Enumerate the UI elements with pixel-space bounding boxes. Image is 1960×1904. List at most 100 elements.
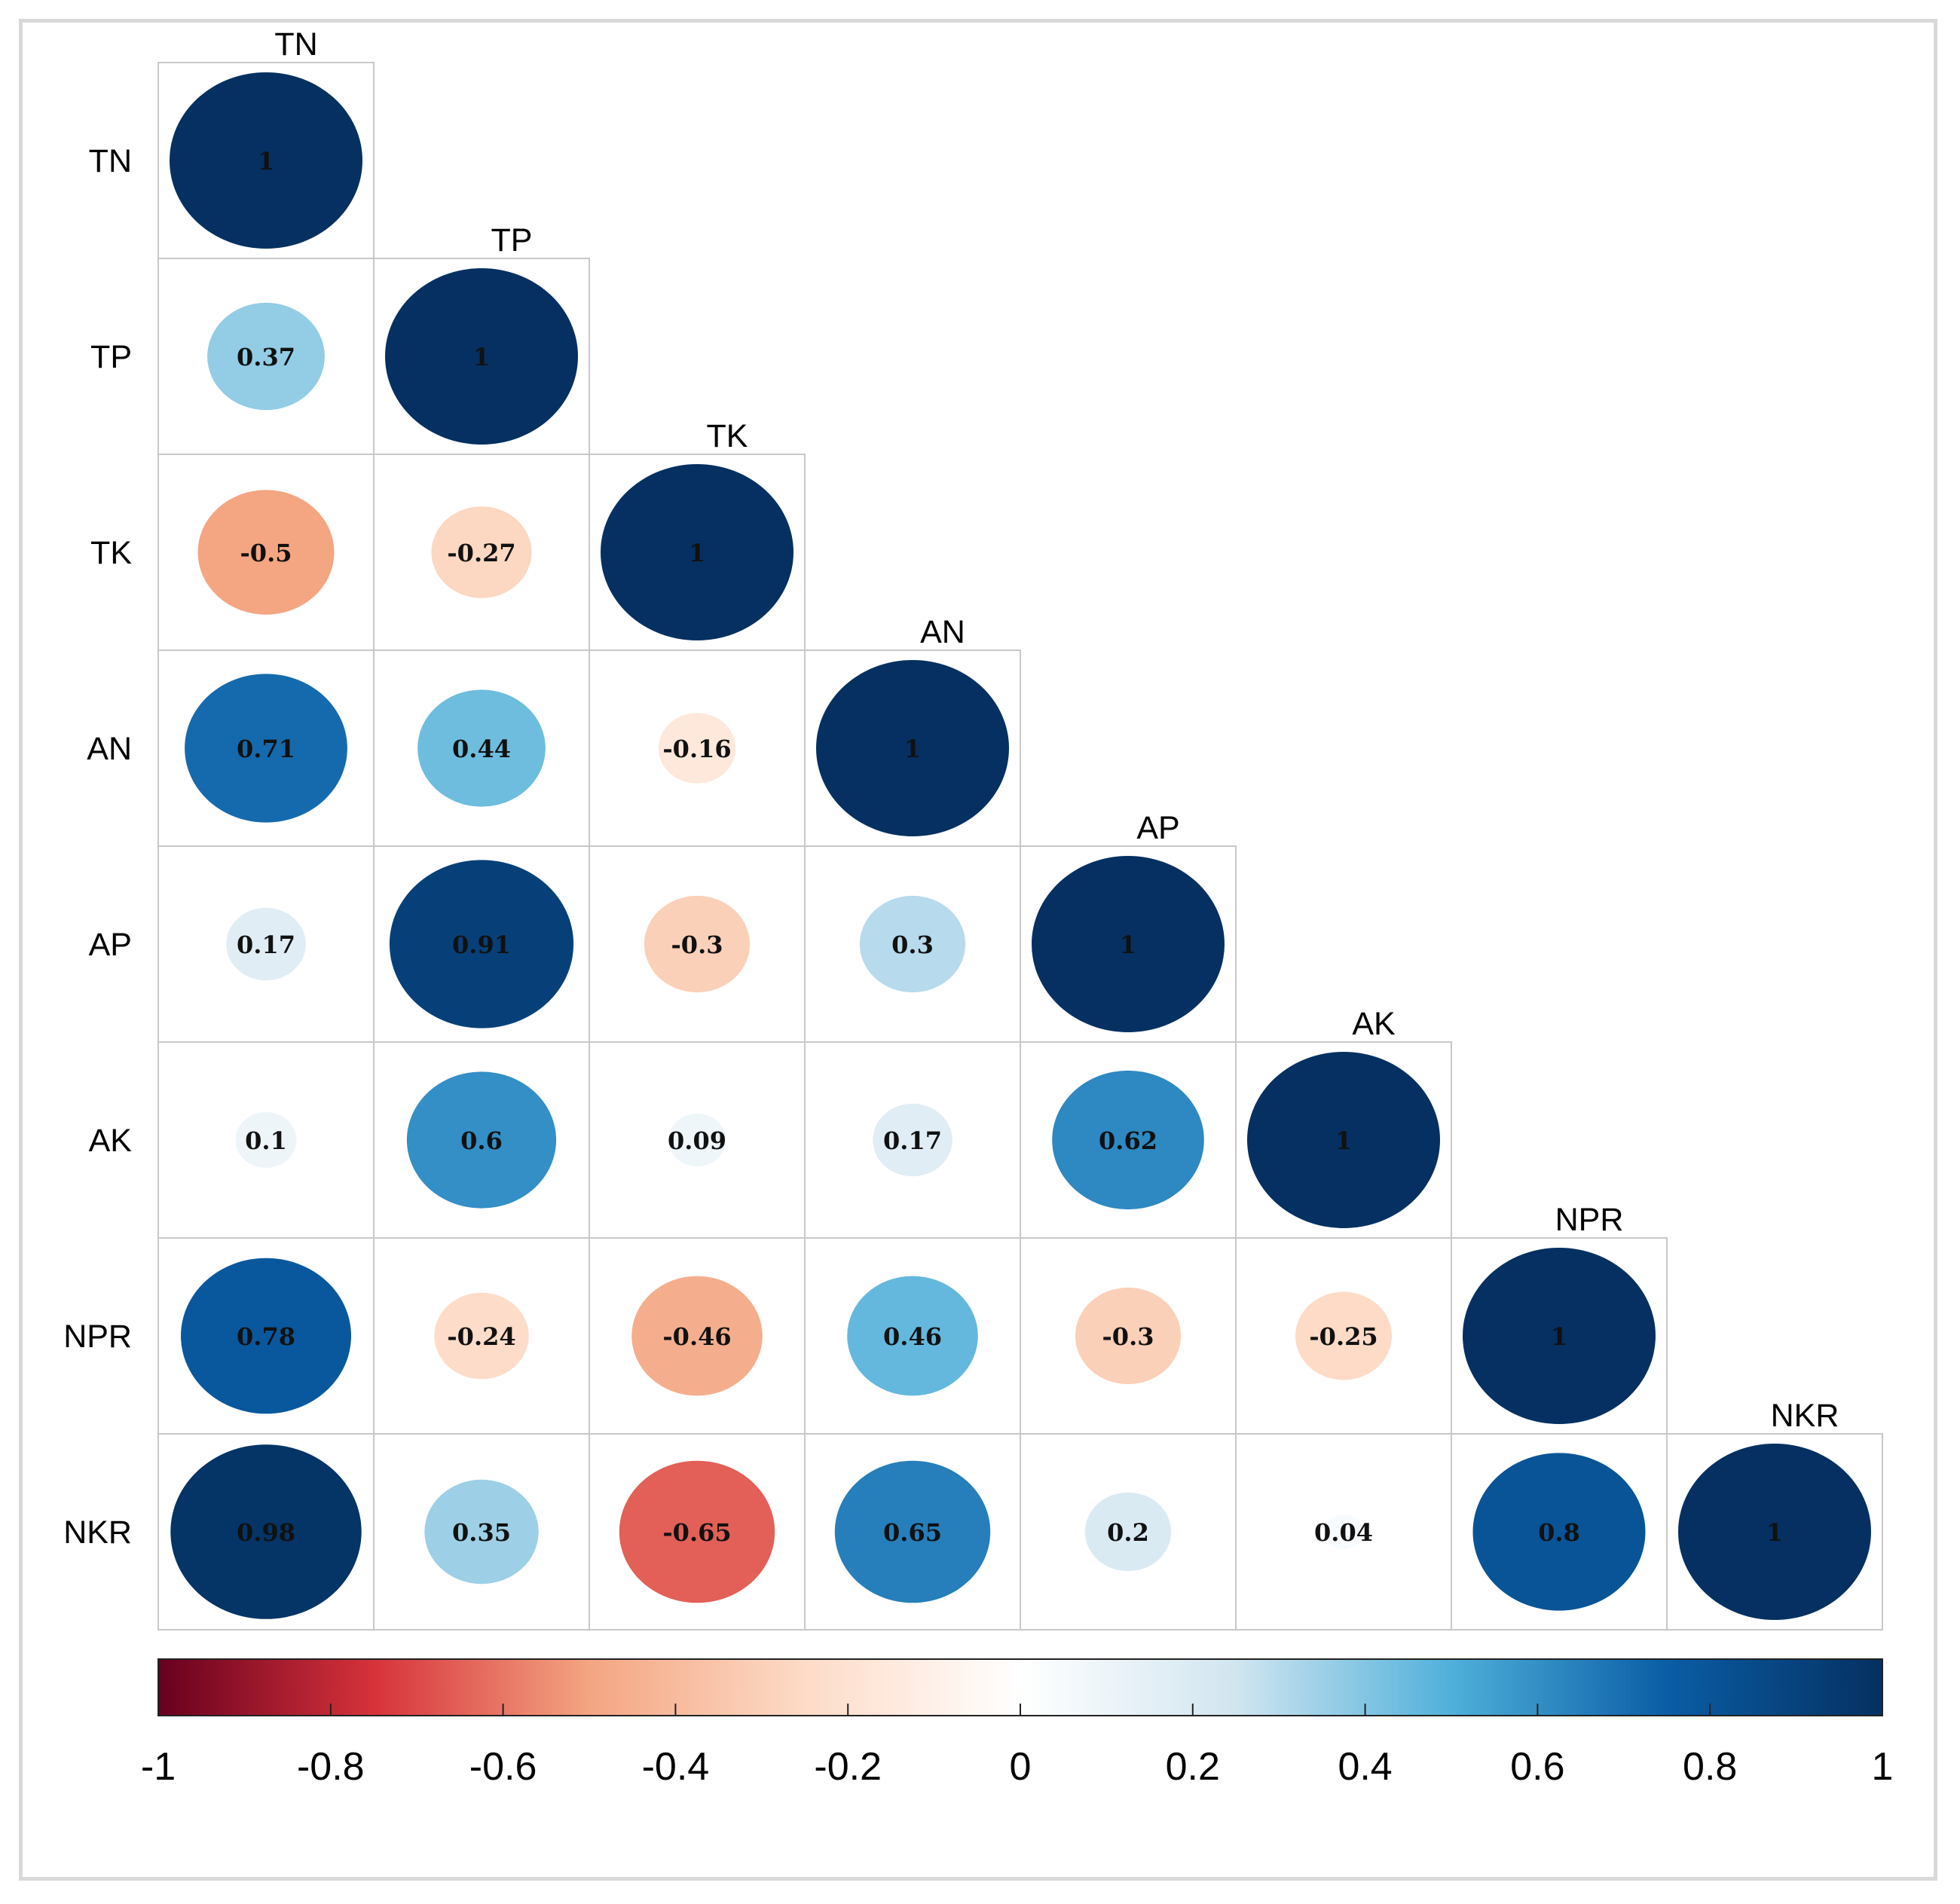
correlation-value: -0.27 — [447, 539, 515, 567]
correlation-value: -0.46 — [662, 1322, 731, 1351]
row-label: TN — [89, 143, 132, 179]
correlation-circle — [406, 1071, 557, 1209]
column-label: TK — [707, 418, 748, 454]
row-label: AN — [87, 731, 132, 767]
correlation-circle — [424, 1479, 539, 1585]
correlation-circle — [601, 464, 793, 640]
correlation-circle — [389, 860, 574, 1028]
correlation-circle — [1472, 1453, 1646, 1611]
correlation-value: 0.17 — [883, 1126, 942, 1155]
correlation-circle — [1678, 1444, 1871, 1620]
correlation-circle — [434, 1292, 529, 1380]
correlation-circle — [197, 490, 335, 615]
correlation-circle — [658, 713, 736, 784]
correlation-circle — [235, 1112, 297, 1168]
row-label: NKR — [63, 1514, 132, 1551]
correlation-circle — [847, 1276, 978, 1396]
correlation-circle — [1075, 1287, 1182, 1385]
colorbar-tick-label: -0.6 — [469, 1745, 537, 1789]
colorbar-tick-label: 0.6 — [1510, 1745, 1564, 1789]
correlation-value: 0.65 — [883, 1518, 942, 1547]
correlation-value: 0.1 — [245, 1126, 287, 1155]
colorbar-tick-label: -0.2 — [814, 1745, 882, 1789]
correlation-value: 1 — [1120, 931, 1136, 959]
colorbar-tick-label: 0 — [1010, 1745, 1032, 1789]
correlation-value: -0.25 — [1309, 1322, 1378, 1351]
correlation-value: 0.98 — [237, 1518, 295, 1547]
colorbar — [157, 1658, 1883, 1716]
correlation-value: 0.3 — [891, 931, 934, 959]
correlation-value: 0.2 — [1107, 1518, 1149, 1547]
colorbar-tick-label: -0.8 — [297, 1745, 365, 1789]
correlation-circle — [170, 72, 362, 249]
correlation-value: -0.5 — [240, 539, 292, 567]
correlation-value: -0.3 — [671, 931, 723, 959]
correlation-value: 0.35 — [452, 1518, 511, 1547]
correlation-value: 1 — [689, 539, 705, 567]
correlation-value: 0.91 — [452, 931, 511, 959]
correlation-circle — [1463, 1248, 1656, 1424]
correlation-value: 1 — [904, 735, 921, 763]
correlation-circle — [226, 907, 306, 981]
correlation-circle — [619, 1460, 775, 1603]
correlation-circle — [631, 1276, 763, 1396]
correlation-value: 0.71 — [237, 735, 295, 763]
correlation-value: 1 — [1766, 1518, 1783, 1547]
colorbar-tick-label: 1 — [1872, 1745, 1894, 1789]
correlation-circle — [417, 689, 546, 807]
column-label: TP — [491, 222, 533, 258]
correlation-circle — [385, 268, 578, 445]
correlation-circle — [859, 895, 966, 993]
correlation-value: 0.8 — [1538, 1518, 1580, 1547]
column-label: AN — [920, 614, 965, 650]
correlation-value: 1 — [1335, 1126, 1352, 1155]
column-label: AP — [1136, 810, 1179, 846]
column-label: TN — [274, 26, 317, 63]
correlation-circle — [816, 660, 1009, 836]
correlation-value: 0.6 — [460, 1126, 503, 1155]
correlation-value: -0.16 — [662, 735, 731, 763]
column-label: NKR — [1771, 1398, 1839, 1434]
correlation-value: 0.04 — [1314, 1518, 1373, 1547]
correlation-circle — [834, 1460, 991, 1603]
correlation-value: 1 — [258, 147, 274, 176]
correlation-circle — [644, 895, 751, 993]
correlation-circle — [1247, 1052, 1440, 1228]
grid-cell — [1666, 1433, 1883, 1630]
column-label: AK — [1352, 1006, 1396, 1042]
correlation-value: 0.09 — [668, 1126, 726, 1155]
correlation-value: -0.24 — [447, 1322, 515, 1351]
correlation-value: 0.17 — [237, 931, 295, 959]
row-label: AP — [89, 927, 132, 963]
correlation-value: -0.65 — [662, 1518, 731, 1547]
row-label: AK — [89, 1123, 133, 1159]
correlation-value: 0.62 — [1099, 1126, 1157, 1155]
row-label: TP — [90, 339, 132, 375]
correlation-circle — [181, 1258, 351, 1414]
correlation-value: 1 — [1551, 1322, 1567, 1351]
correlation-value: 0.78 — [237, 1322, 295, 1351]
row-label: TK — [90, 535, 132, 571]
colorbar-tick-label: 0.2 — [1166, 1745, 1220, 1789]
correlation-value: 0.37 — [237, 343, 295, 371]
correlation-circle — [1084, 1492, 1172, 1572]
row-label: NPR — [63, 1319, 132, 1355]
correlation-value: 1 — [473, 343, 490, 371]
correlation-value: 0.46 — [883, 1322, 942, 1351]
correlation-circle — [1324, 1514, 1363, 1550]
correlation-circle — [170, 1444, 362, 1619]
figure-frame — [19, 19, 1937, 1881]
correlation-value: 0.44 — [452, 735, 511, 763]
correlation-circle — [873, 1103, 952, 1177]
colorbar-tick-label: 0.8 — [1683, 1745, 1737, 1789]
correlation-value: -0.3 — [1102, 1322, 1154, 1351]
column-label: NPR — [1555, 1202, 1624, 1238]
correlation-circle — [207, 302, 325, 411]
correlation-circle — [1052, 1070, 1204, 1210]
correlation-circle — [1032, 856, 1225, 1032]
correlation-circle — [668, 1113, 726, 1167]
colorbar-tick-label: -1 — [141, 1745, 176, 1789]
correlation-circle — [185, 674, 347, 823]
colorbar-tick-label: 0.4 — [1338, 1745, 1392, 1789]
